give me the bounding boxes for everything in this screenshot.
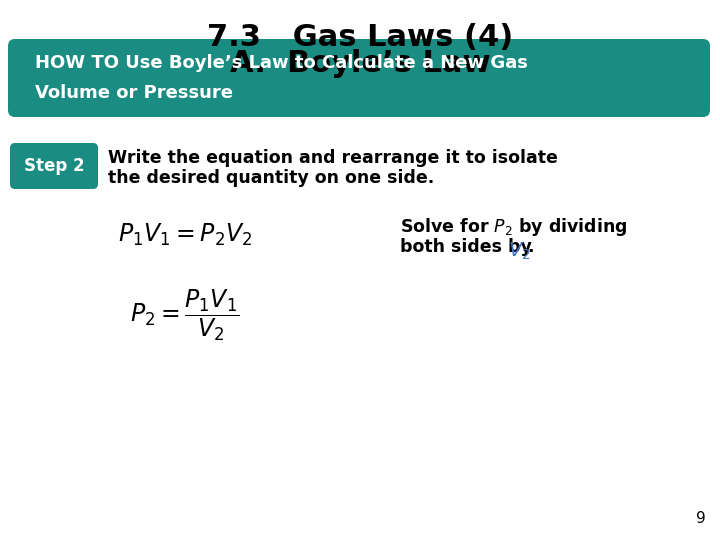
Text: 7.3   Gas Laws (4): 7.3 Gas Laws (4) [207,23,513,51]
FancyBboxPatch shape [8,39,710,117]
Text: HOW TO Use Boyle’s Law to Calculate a New Gas: HOW TO Use Boyle’s Law to Calculate a Ne… [35,54,528,72]
Text: Write the equation and rearrange it to isolate: Write the equation and rearrange it to i… [108,149,558,167]
Text: $V_2$: $V_2$ [508,240,531,262]
Text: both sides by: both sides by [400,238,538,256]
Text: A.  Boyle’s Law: A. Boyle’s Law [230,50,490,78]
Text: $P_1V_1 = P_2V_2$: $P_1V_1 = P_2V_2$ [118,222,252,248]
Text: the desired quantity on one side.: the desired quantity on one side. [108,169,434,187]
Text: 9: 9 [696,511,706,526]
Text: Step 2: Step 2 [24,157,84,175]
Text: Solve for $P_2$ by dividing: Solve for $P_2$ by dividing [400,216,628,238]
Text: .: . [527,238,534,256]
FancyBboxPatch shape [10,143,98,189]
Text: $P_2 = \dfrac{P_1V_1}{V_2}$: $P_2 = \dfrac{P_1V_1}{V_2}$ [130,287,240,343]
Text: Volume or Pressure: Volume or Pressure [35,84,233,102]
